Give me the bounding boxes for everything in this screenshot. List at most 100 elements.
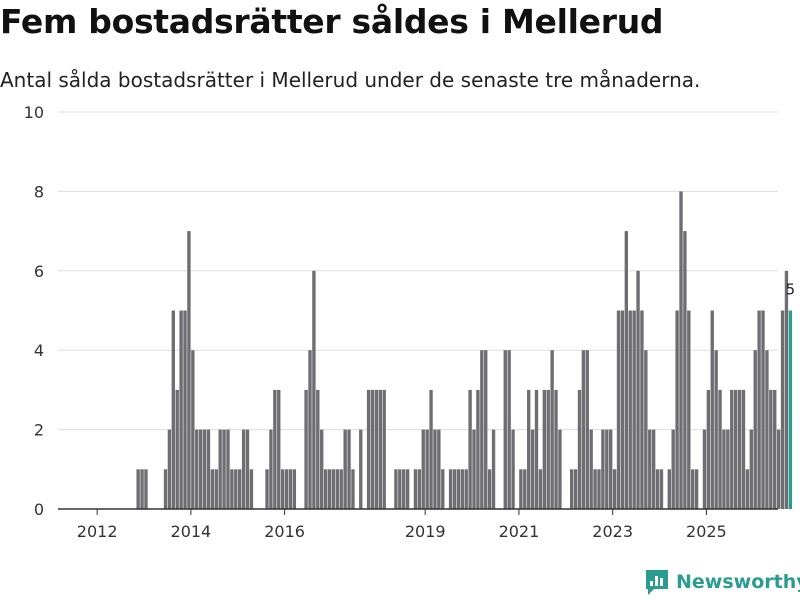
brand-name: Newsworthy [676,571,800,593]
bar [593,469,597,509]
bar [558,429,562,509]
bar [765,350,769,509]
bar [671,429,675,509]
bar [198,429,203,509]
bar [581,350,586,509]
bar [605,429,609,509]
bar [179,310,183,509]
bar [417,469,422,509]
bar [644,350,648,509]
bar [726,429,730,509]
bar [351,469,355,509]
bar [589,429,593,509]
bar [761,310,765,509]
bar [468,389,472,509]
bar [226,429,230,509]
x-tick-label: 2016 [264,522,305,541]
bar [210,469,215,509]
bar [425,429,429,509]
bar [437,429,441,509]
bar [784,270,789,509]
bar [241,429,246,509]
bar [234,469,238,509]
bar [683,231,687,509]
bar [706,389,711,509]
bar [628,310,632,509]
bar [769,389,773,509]
bar [144,469,148,509]
bar [546,389,550,509]
bar [464,469,468,509]
x-tick-label: 2025 [686,522,727,541]
y-tick-label: 2 [34,421,44,440]
bar [632,310,636,509]
bar [456,469,461,509]
bar [487,469,492,509]
bar [741,389,746,509]
bar [378,389,382,509]
bar [776,429,781,509]
bar [511,429,515,509]
bar [183,310,187,509]
bar [343,429,347,509]
bar [620,310,625,509]
bar [753,350,757,509]
bar [394,469,398,509]
bar [612,469,617,509]
bar [304,389,308,509]
bar [312,270,316,509]
bar [503,350,507,509]
bar [527,389,531,509]
x-tick-label: 2021 [499,522,540,541]
bar [214,469,218,509]
bar [187,231,191,509]
bar [374,389,379,509]
bar [694,469,699,509]
bar [382,389,386,509]
bar [714,350,718,509]
bar [222,429,226,509]
bar [710,310,714,509]
bar [636,270,640,509]
bar [452,469,457,509]
bar [718,389,722,509]
y-tick-label: 4 [34,341,44,360]
bar [218,429,222,509]
bar [413,469,418,509]
bar [429,389,433,509]
bar [163,469,168,509]
bar [749,429,753,509]
bar [616,310,621,509]
x-tick-label: 2019 [405,522,446,541]
bar [230,469,234,509]
bar [316,389,320,509]
bar [323,469,328,509]
bar [530,429,535,509]
bar [421,429,425,509]
bar [679,191,683,509]
bar [308,350,312,509]
bar [702,429,707,509]
bar-value-label: 5 [786,281,796,299]
bar [538,469,543,509]
bar [284,469,289,509]
bar [366,389,371,509]
bar [359,429,363,509]
bar [484,350,488,509]
bar [335,469,340,509]
bar [331,469,336,509]
bar [238,469,242,509]
bar [507,350,511,509]
bar [273,389,277,509]
bar [245,429,250,509]
bar [640,310,644,509]
bar [659,469,664,509]
bar [597,469,601,509]
bar [687,310,691,509]
bar [288,469,293,509]
bar [277,389,281,509]
bar [269,429,273,509]
bar [480,350,484,509]
bar [609,429,613,509]
bar [651,429,656,509]
